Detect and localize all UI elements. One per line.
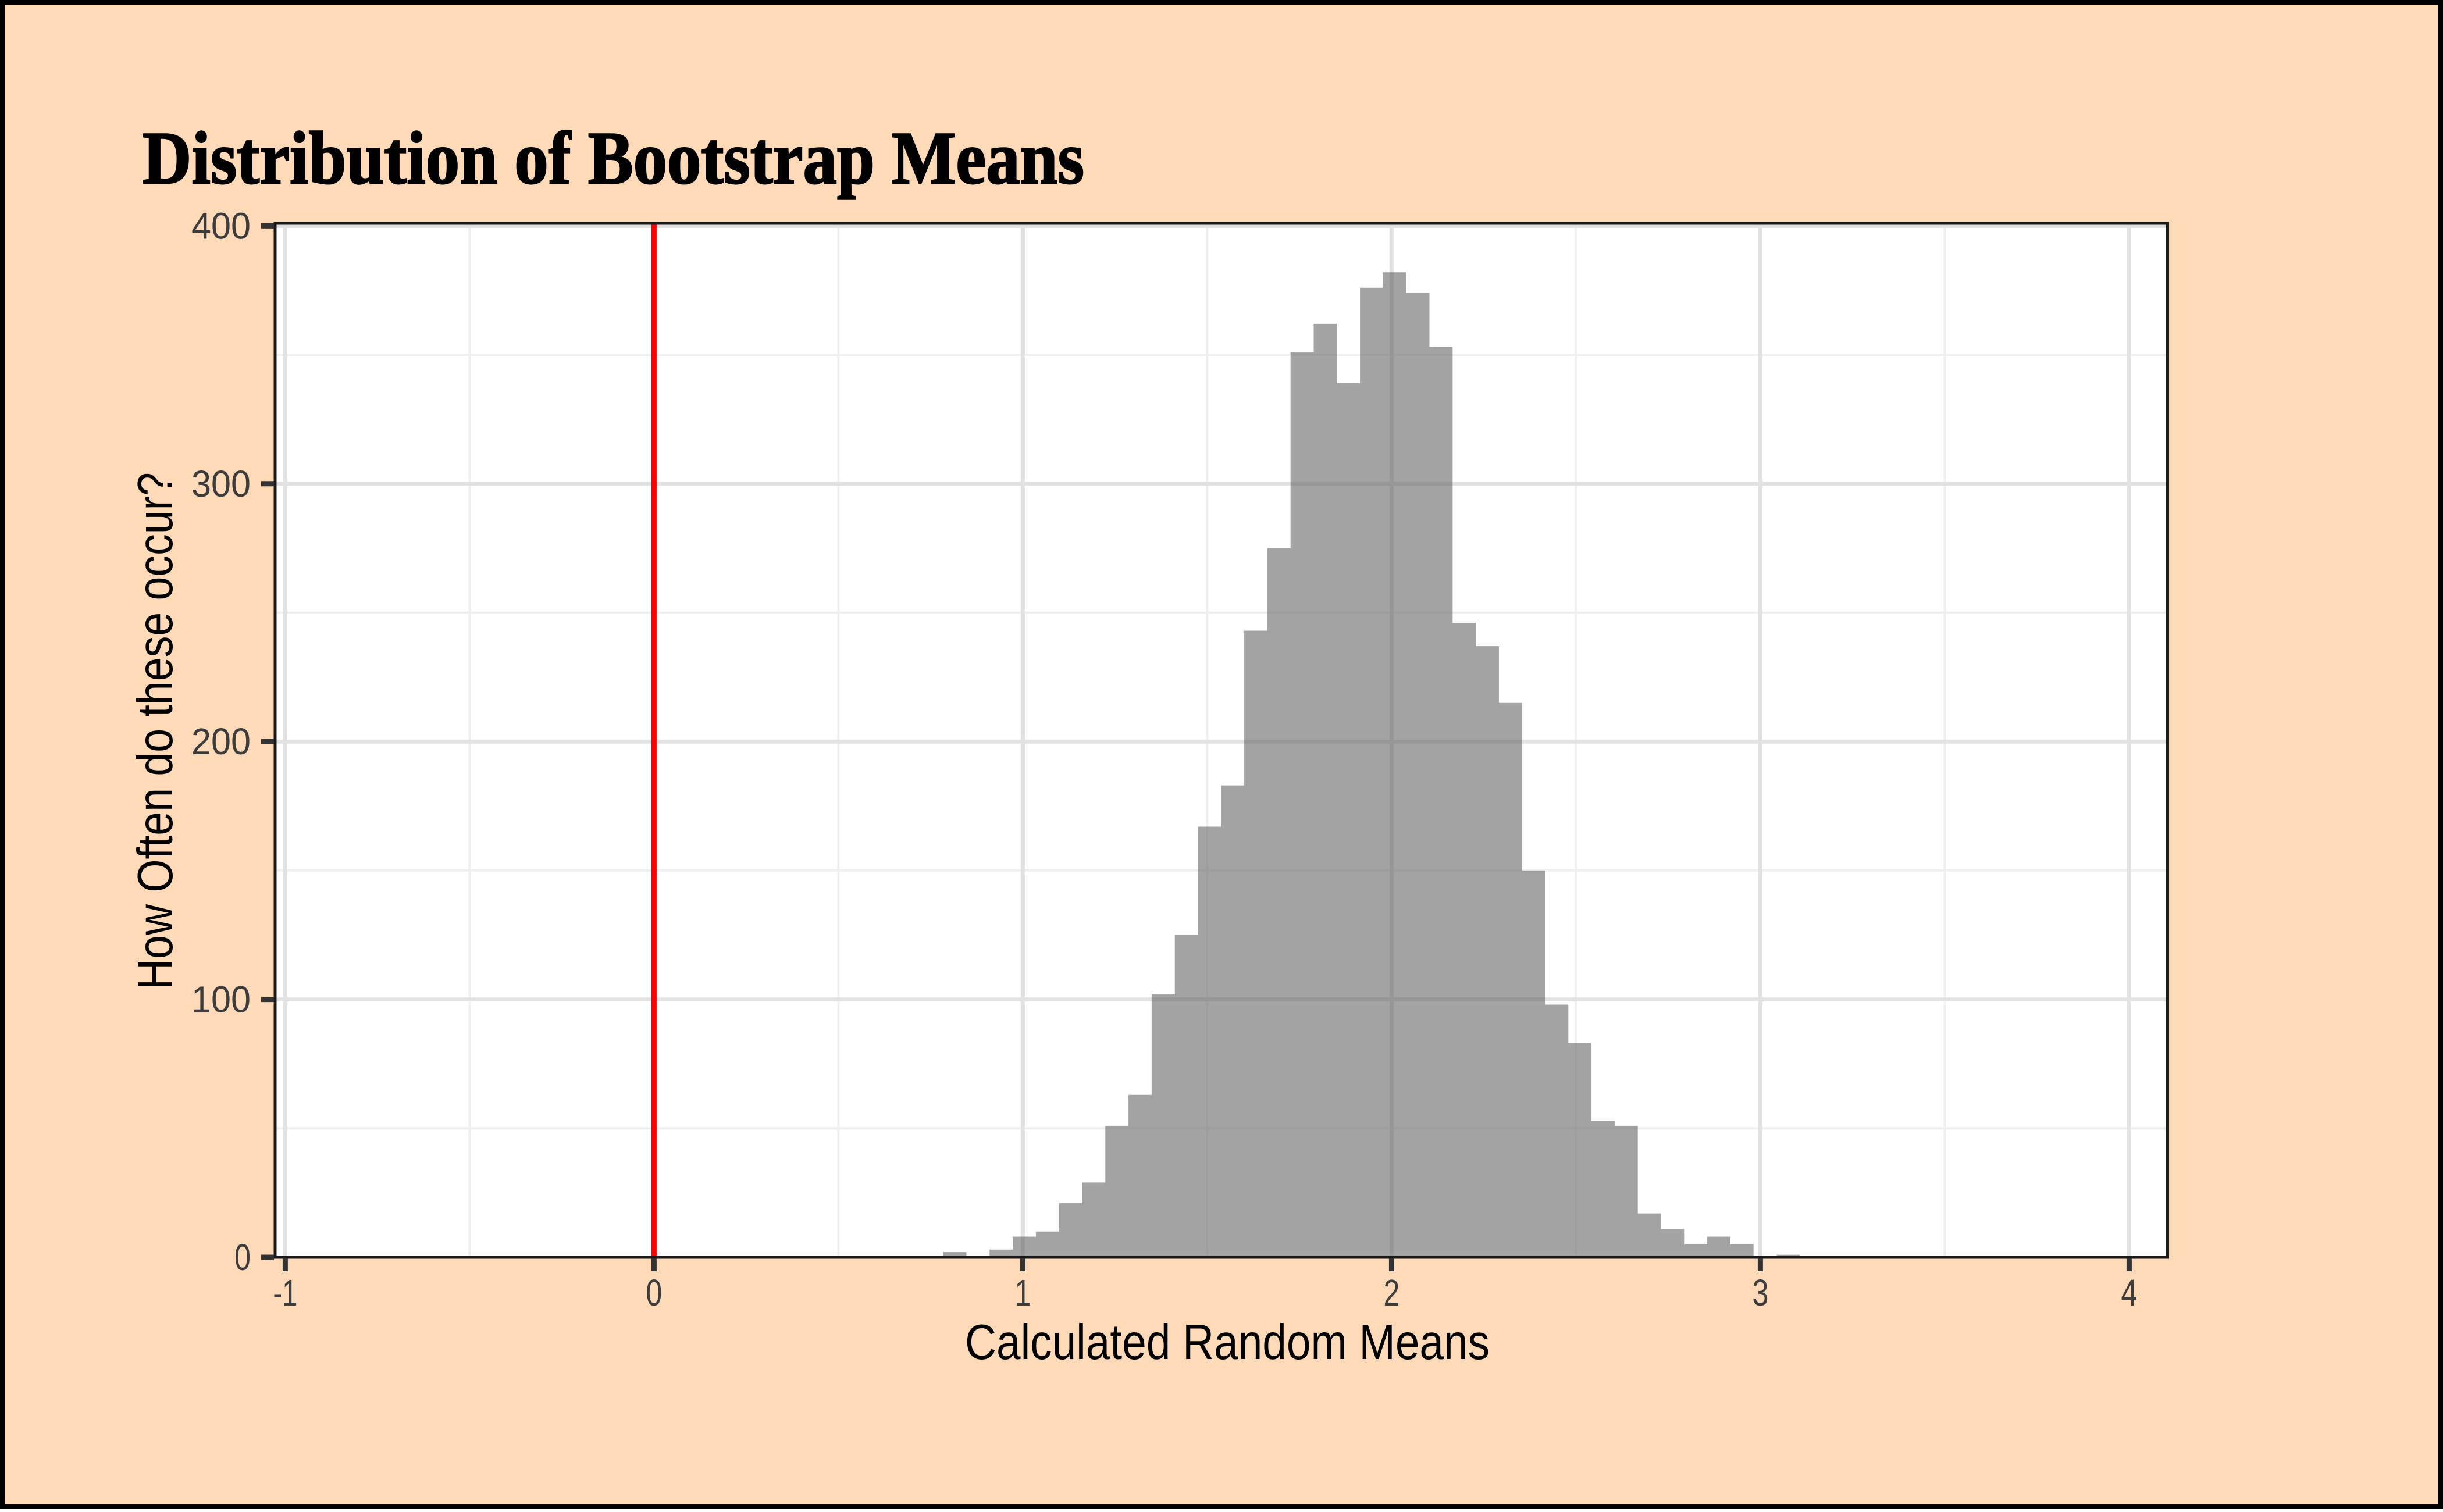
svg-text:Distribution of Bootstrap Mean: Distribution of Bootstrap Means — [143, 116, 1084, 199]
svg-text:-1: -1 — [273, 1272, 297, 1314]
svg-text:2: 2 — [1383, 1272, 1399, 1314]
svg-text:4: 4 — [2121, 1272, 2137, 1314]
svg-text:How Often do these occur?: How Often do these occur? — [128, 472, 183, 990]
svg-text:100: 100 — [191, 979, 251, 1021]
svg-text:0: 0 — [234, 1236, 251, 1278]
svg-text:300: 300 — [191, 463, 251, 505]
svg-text:200: 200 — [191, 721, 251, 762]
svg-text:1: 1 — [1014, 1272, 1031, 1314]
svg-text:400: 400 — [191, 205, 251, 247]
svg-text:Calculated Random Means: Calculated Random Means — [965, 1315, 1490, 1370]
svg-text:0: 0 — [646, 1272, 662, 1314]
svg-text:3: 3 — [1752, 1272, 1768, 1314]
